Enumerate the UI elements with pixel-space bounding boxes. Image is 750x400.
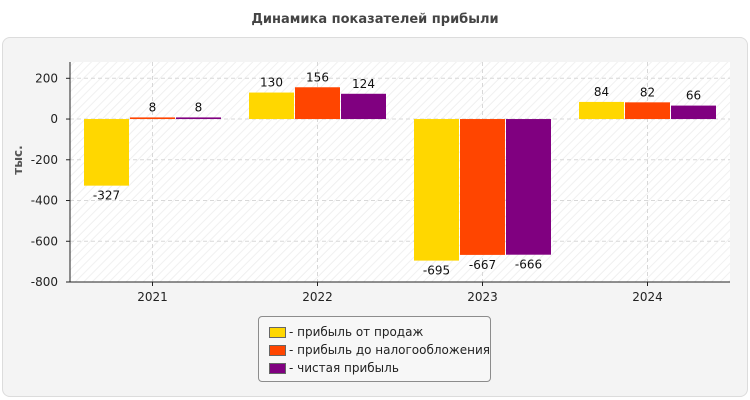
bar [130,117,175,120]
y-tick-label: -600 [31,234,58,248]
y-tick-label: 0 [50,112,58,126]
data-label: 82 [640,85,655,99]
data-label: 124 [352,77,375,91]
data-label: 66 [686,89,701,103]
y-tick-label: 200 [35,71,58,85]
bar [579,101,624,120]
bar [414,119,459,261]
y-tick-labels: 200 0 -200 -400 -600 -800 [31,71,70,289]
legend: - прибыль от продаж - прибыль до налогоо… [258,316,491,382]
bar [671,105,716,120]
x-tick-label: 2024 [632,290,663,304]
data-label: -695 [423,264,450,278]
legend-swatch [269,344,286,356]
data-label: -667 [469,258,496,272]
chart-title: Динамика показателей прибыли [251,12,499,27]
legend-label: - прибыль до налогообложения [289,343,490,357]
x-tick-label: 2023 [467,290,498,304]
bar [295,87,340,120]
x-tick-label: 2021 [137,290,168,304]
legend-item: - прибыль до налогообложения [269,341,490,359]
x-tick-label: 2022 [302,290,333,304]
legend-swatch [269,362,286,374]
data-labels: -327 8 8 130 156 124 -695 -667 -666 84 82 66 [93,70,701,277]
legend-swatch [269,326,286,338]
data-label: 130 [260,76,283,90]
axes [69,62,730,283]
data-label: 156 [306,70,329,84]
legend-item: - чистая прибыль [269,359,490,377]
bar [460,119,505,255]
plot-area [70,62,730,282]
bar [625,102,670,120]
data-label: 8 [195,100,203,114]
bar [506,119,551,255]
legend-label: - чистая прибыль [289,361,399,375]
data-label: -666 [515,258,542,272]
bar [84,119,129,186]
y-tick-label: -200 [31,153,58,167]
y-tick-label: -400 [31,194,58,208]
data-label: -327 [93,189,120,203]
y-tick-label: -800 [31,275,58,289]
y-axis-label: тыс. [11,145,25,174]
bars [84,87,716,261]
bar [176,117,221,120]
legend-label: - прибыль от продаж [289,325,424,339]
legend-item: - прибыль от продаж [269,323,490,341]
bar [249,92,294,120]
bar [341,93,386,120]
x-tick-labels: 2021 2022 2023 2024 [137,282,663,304]
data-label: 84 [594,85,609,99]
data-label: 8 [149,100,157,114]
